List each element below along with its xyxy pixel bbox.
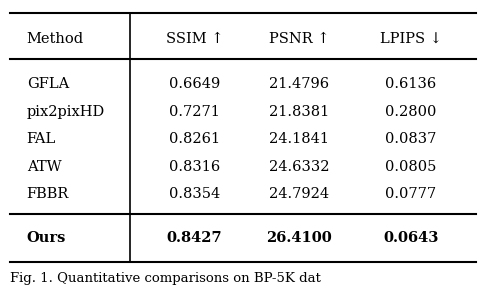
Text: Ours: Ours [27, 231, 66, 245]
Text: Method: Method [27, 32, 84, 46]
Text: Fig. 1. Quantitative comparisons on BP-5K dat: Fig. 1. Quantitative comparisons on BP-5… [10, 273, 321, 285]
Text: pix2pixHD: pix2pixHD [27, 105, 105, 119]
Text: ATW: ATW [27, 160, 61, 174]
Text: 0.8316: 0.8316 [169, 160, 220, 174]
Text: 0.0837: 0.0837 [385, 132, 436, 146]
Text: 21.4796: 21.4796 [269, 77, 329, 91]
Text: 24.1841: 24.1841 [269, 132, 329, 146]
Text: 21.8381: 21.8381 [269, 105, 329, 119]
Text: LPIPS ↓: LPIPS ↓ [380, 32, 442, 46]
Text: FAL: FAL [27, 132, 56, 146]
Text: 0.2800: 0.2800 [385, 105, 436, 119]
Text: 26.4100: 26.4100 [266, 231, 332, 245]
Text: 0.0777: 0.0777 [385, 187, 436, 201]
Text: 0.8261: 0.8261 [169, 132, 220, 146]
Text: 0.7271: 0.7271 [169, 105, 220, 119]
Text: 0.0643: 0.0643 [383, 231, 438, 245]
Text: 0.0805: 0.0805 [385, 160, 436, 174]
Text: 24.7924: 24.7924 [269, 187, 329, 201]
Text: 0.8427: 0.8427 [167, 231, 222, 245]
Text: FBBR: FBBR [27, 187, 69, 201]
Text: SSIM ↑: SSIM ↑ [166, 32, 223, 46]
Text: 0.8354: 0.8354 [169, 187, 220, 201]
Text: PSNR ↑: PSNR ↑ [269, 32, 329, 46]
Text: 0.6136: 0.6136 [385, 77, 436, 91]
Text: 0.6649: 0.6649 [169, 77, 220, 91]
Text: GFLA: GFLA [27, 77, 69, 91]
Text: 24.6332: 24.6332 [269, 160, 329, 174]
